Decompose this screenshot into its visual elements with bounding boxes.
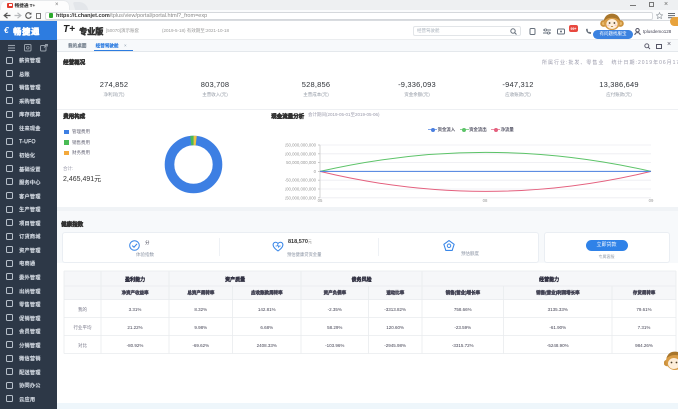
svg-text:-150,000,000,000: -150,000,000,000: [285, 195, 317, 200]
svg-text:09: 09: [649, 198, 654, 203]
svg-text:100,000,000,000: 100,000,000,000: [285, 151, 317, 156]
svg-text:-100,000,000,000: -100,000,000,000: [285, 187, 317, 192]
svg-text:-50,000,000,000: -50,000,000,000: [285, 178, 317, 183]
svg-text:150,000,000,000: 150,000,000,000: [285, 143, 317, 148]
svg-text:05: 05: [318, 198, 323, 203]
svg-text:50,000,000,000: 50,000,000,000: [286, 160, 316, 165]
svg-text:08: 08: [483, 198, 488, 203]
svg-text:0: 0: [314, 169, 317, 174]
